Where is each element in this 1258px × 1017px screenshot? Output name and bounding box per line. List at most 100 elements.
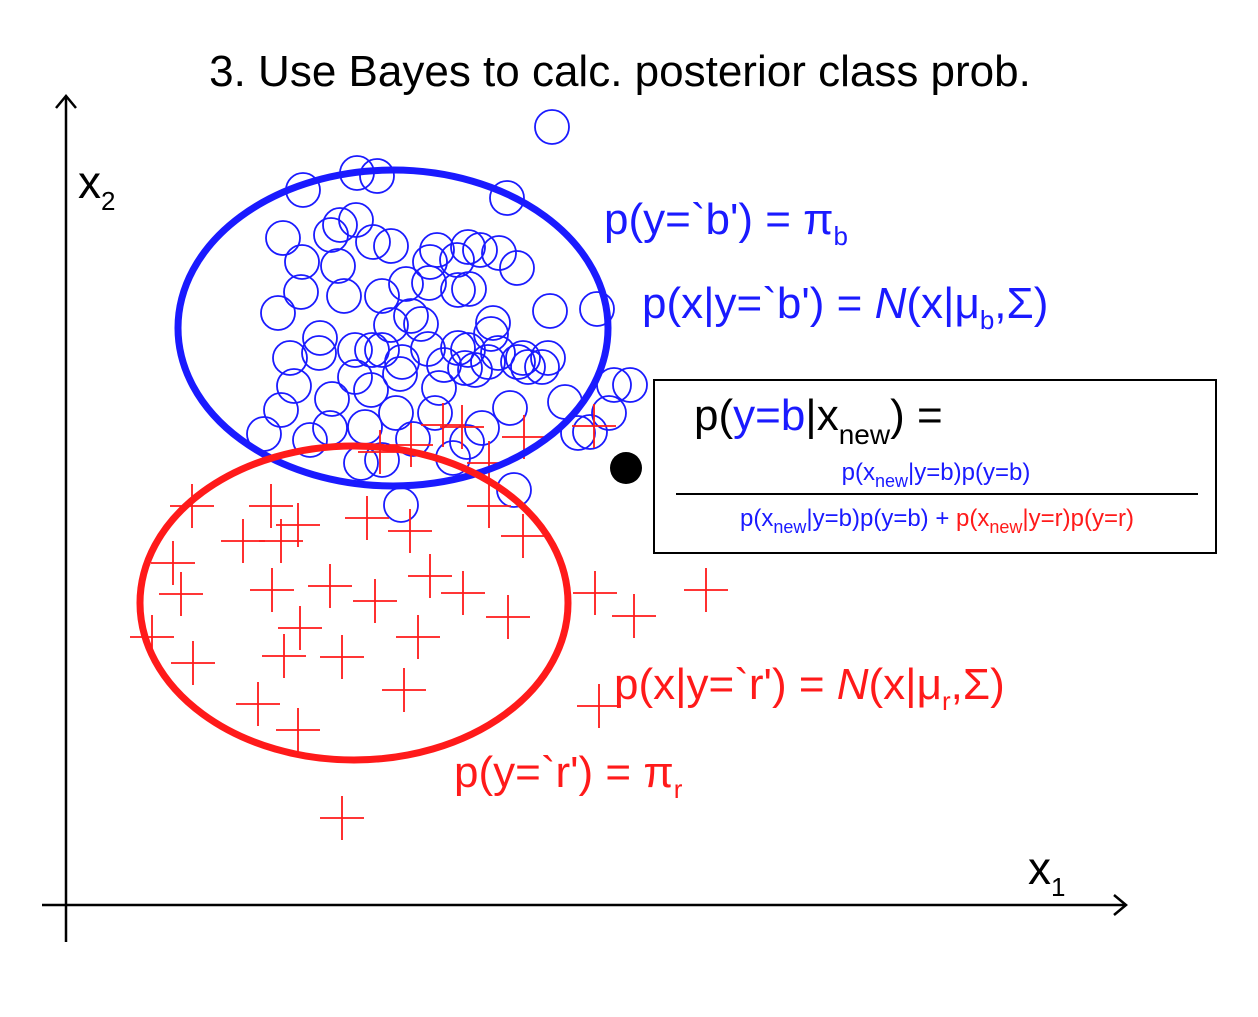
blue-point: [276, 368, 312, 404]
blue-point: [489, 180, 525, 216]
red-point: [441, 571, 485, 615]
blue-point: [530, 340, 566, 376]
blue-point: [426, 347, 462, 383]
blue-point: [464, 410, 500, 446]
blue-point: [572, 414, 608, 450]
red-point: [170, 484, 214, 528]
blue-point: [532, 293, 568, 329]
posterior-numerator: p(xnew|y=b)p(y=b): [842, 459, 1031, 491]
blue-point: [313, 217, 349, 253]
blue-point: [470, 344, 506, 380]
blue-point: [534, 109, 570, 145]
blue-point: [292, 422, 328, 458]
red-point: [259, 519, 303, 563]
red-point: [572, 404, 616, 448]
blue-point: [284, 244, 320, 280]
red-point: [501, 514, 545, 558]
posterior-box-frame: [653, 379, 1217, 554]
blue-point: [591, 395, 627, 431]
red-point: [345, 496, 389, 540]
red-point: [408, 554, 452, 598]
y-axis-label: x2: [78, 156, 115, 216]
blue-point: [359, 158, 395, 194]
blue-point: [364, 442, 400, 478]
blue-point: [337, 359, 373, 395]
blue-point: [353, 372, 389, 408]
blue-point: [373, 307, 409, 343]
x-axis-arrow-icon: [1113, 894, 1128, 916]
red-point: [388, 509, 432, 553]
blue-likelihood-label: p(x|y=`b') = N(x|μb,Σ): [642, 279, 1048, 335]
red-point: [278, 606, 322, 650]
red-point: [276, 503, 320, 547]
red-point: [421, 403, 465, 447]
red-point: [308, 564, 352, 608]
blue-point: [411, 265, 447, 301]
blue-point: [383, 487, 419, 523]
red-point: [262, 634, 306, 678]
blue-point: [462, 232, 498, 268]
red-point: [236, 682, 280, 726]
blue-point: [373, 228, 409, 264]
axes: x2 x1: [42, 94, 1128, 942]
red-point: [353, 579, 397, 623]
blue-point: [364, 278, 400, 314]
blue-point: [384, 344, 420, 380]
blue-point: [283, 274, 319, 310]
blue-point: [560, 415, 596, 451]
blue-point: [450, 229, 486, 265]
blue-point: [500, 344, 536, 380]
blue-prior-label: p(y=`b') = πb: [604, 195, 848, 251]
blue-point: [447, 350, 483, 386]
red-point: [171, 641, 215, 685]
red-point: [440, 405, 484, 449]
red-point: [159, 572, 203, 616]
blue-point: [451, 271, 487, 307]
slide-title: 3. Use Bayes to calc. posterior class pr…: [209, 47, 1031, 96]
red-point: [612, 594, 656, 638]
red-point: [467, 484, 511, 528]
posterior-lhs: p(y=b|xnew) =: [694, 391, 943, 450]
blue-point: [378, 395, 414, 431]
blue-point: [301, 335, 337, 371]
red-point: [250, 568, 294, 612]
red-gaussian-ellipse: [136, 442, 572, 764]
red-point: [389, 423, 433, 467]
blue-point: [393, 298, 429, 334]
blue-point: [326, 278, 362, 314]
blue-point: [364, 332, 400, 368]
x-axis-label: x1: [1028, 842, 1065, 902]
blue-point: [263, 392, 299, 428]
blue-point: [505, 340, 541, 376]
blue-point: [347, 409, 383, 445]
posterior-denominator: p(xnew|y=b)p(y=b) + p(xnew|y=r)p(y=r): [740, 505, 1134, 537]
blue-point: [410, 331, 446, 367]
red-point: [396, 615, 440, 659]
blue-point: [510, 349, 546, 385]
blue-point: [322, 207, 358, 243]
red-point: [577, 684, 621, 728]
blue-point: [260, 295, 296, 331]
blue-gaussian-ellipse: [174, 166, 612, 490]
red-point: [486, 595, 530, 639]
red-point: [573, 571, 617, 615]
red-point: [382, 668, 426, 712]
blue-point: [612, 367, 648, 403]
red-point: [221, 519, 265, 563]
blue-point: [475, 305, 511, 341]
blue-point: [395, 421, 431, 457]
new-point-marker: [610, 452, 642, 484]
blue-point: [440, 272, 476, 308]
blue-point: [302, 320, 338, 356]
blue-point: [320, 248, 356, 284]
blue-point: [480, 335, 516, 371]
red-point: [151, 541, 195, 585]
red-point: [684, 568, 728, 612]
red-point: [276, 708, 320, 752]
blue-point: [579, 291, 615, 327]
blue-point: [403, 306, 439, 342]
red-point: [249, 484, 293, 528]
red-prior-label: p(y=`r') = πr: [454, 748, 683, 804]
blue-point: [499, 250, 535, 286]
blue-point: [524, 349, 560, 385]
